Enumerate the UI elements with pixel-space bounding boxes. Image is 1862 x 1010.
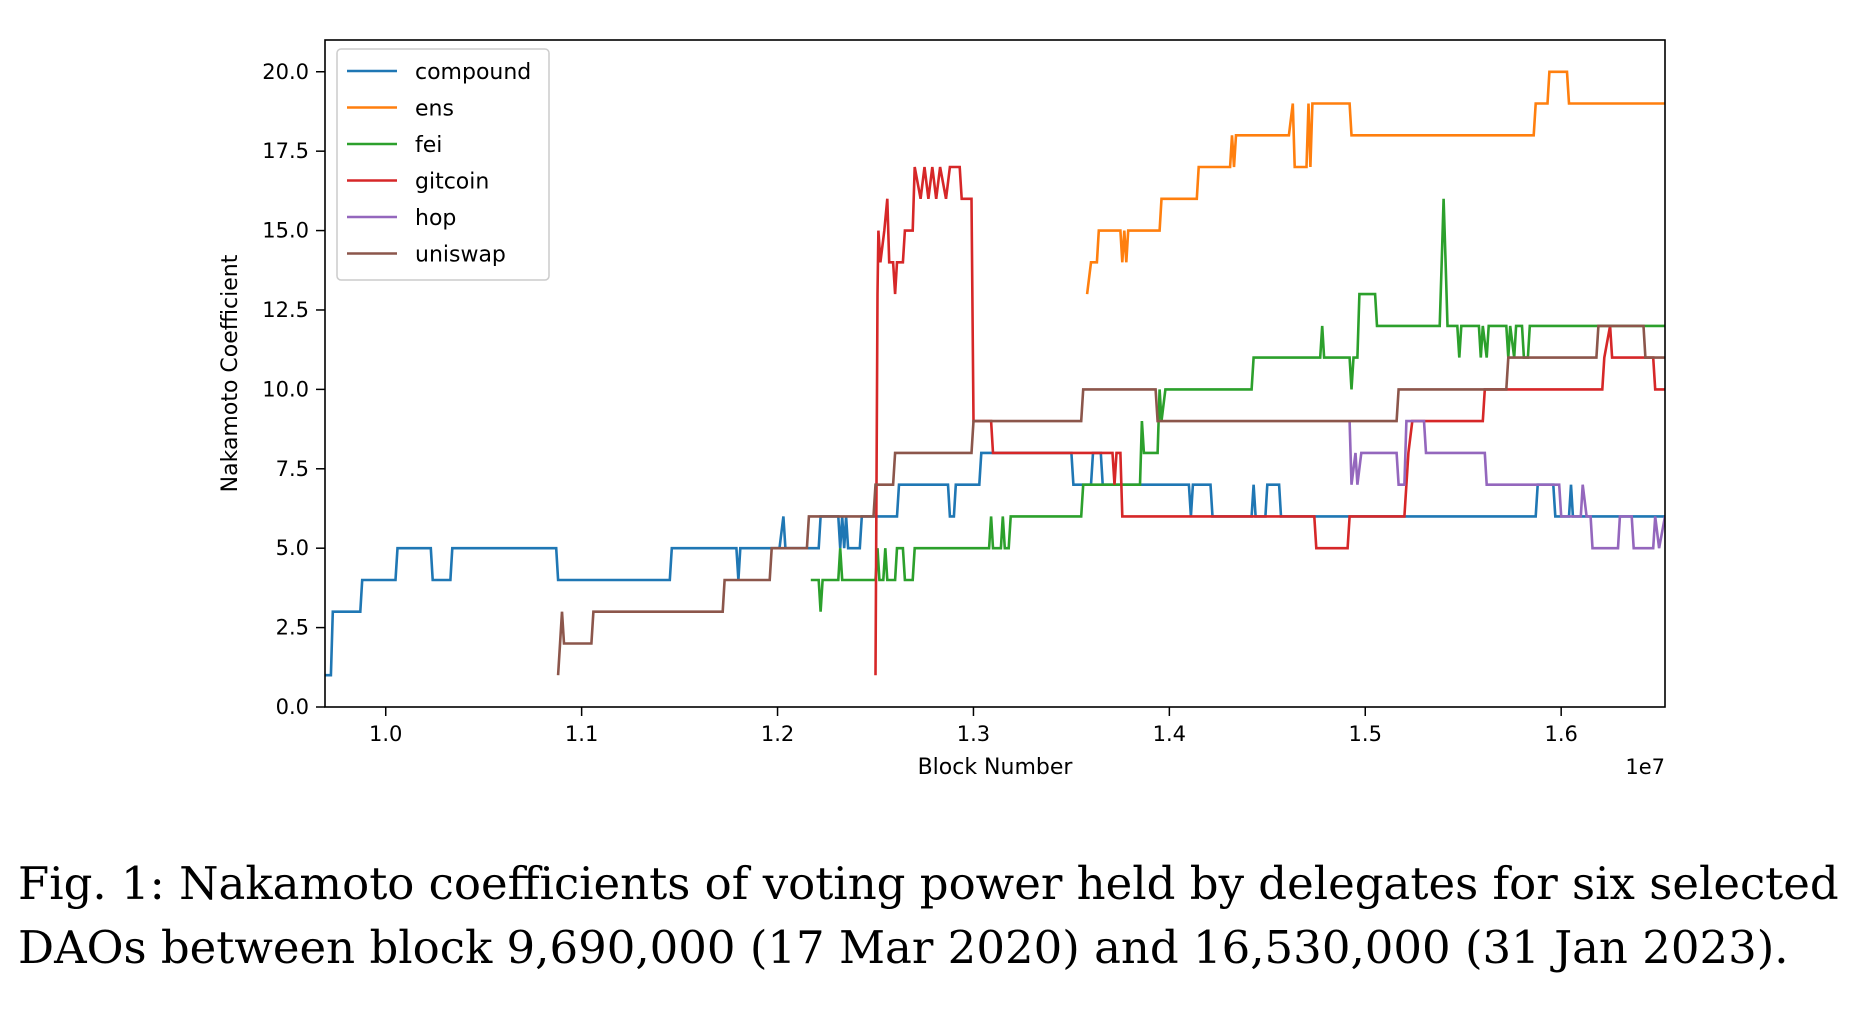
x-tick-label: 1.6 bbox=[1544, 722, 1577, 746]
x-offset-label: 1e7 bbox=[1625, 755, 1665, 779]
series-lines bbox=[325, 70, 1665, 677]
y-tick-label: 5.0 bbox=[276, 536, 309, 560]
y-tick-label: 7.5 bbox=[276, 457, 309, 481]
caption-line-1: Fig. 1: Nakamoto coefficients of voting … bbox=[18, 857, 1839, 910]
y-tick-label: 2.5 bbox=[276, 616, 309, 640]
nakamoto-line-chart: 0.0 2.5 5.0 7.5 10.0 12.5 15.0 17.5 20.0 1.0 1.1 1.… bbox=[218, 39, 1666, 780]
x-tick-label: 1.5 bbox=[1349, 722, 1382, 746]
legend-label-ens: ens bbox=[415, 97, 454, 122]
y-tick-label: 10.0 bbox=[262, 377, 309, 401]
series-line-uniswap bbox=[556, 324, 1665, 676]
y-axis-label: Nakamoto Coefficient bbox=[218, 254, 243, 492]
legend-label-uniswap: uniswap bbox=[415, 243, 506, 268]
series-line-ens bbox=[1085, 70, 1665, 295]
plot-frame bbox=[324, 39, 1666, 708]
x-tick-label: 1.0 bbox=[369, 722, 402, 746]
legend-label-compound: compound bbox=[415, 60, 531, 85]
y-tick-label: 12.5 bbox=[262, 298, 309, 322]
x-axis-label: Block Number bbox=[918, 755, 1074, 780]
y-tick-label: 17.5 bbox=[262, 139, 309, 163]
x-tick-label: 1.1 bbox=[565, 722, 598, 746]
y-tick-label: 15.0 bbox=[262, 219, 309, 243]
legend-label-hop: hop bbox=[415, 206, 456, 231]
legend-label-fei: fei bbox=[415, 133, 442, 158]
series-line-compound bbox=[325, 451, 1665, 677]
y-tick-label: 20.0 bbox=[262, 60, 309, 84]
x-tick-label: 1.3 bbox=[957, 722, 990, 746]
x-tick-label: 1.4 bbox=[1153, 722, 1186, 746]
y-tick-label: 0.0 bbox=[276, 695, 309, 719]
figure-caption: Fig. 1: Nakamoto coefficients of voting … bbox=[18, 852, 1858, 980]
series-line-fei bbox=[810, 198, 1665, 612]
x-tick-label: 1.2 bbox=[761, 722, 794, 746]
legend-label-gitcoin: gitcoin bbox=[415, 170, 489, 195]
series-line-hop bbox=[1348, 419, 1665, 550]
caption-line-2: DAOs between block 9,690,000 (17 Mar 202… bbox=[18, 921, 1789, 974]
